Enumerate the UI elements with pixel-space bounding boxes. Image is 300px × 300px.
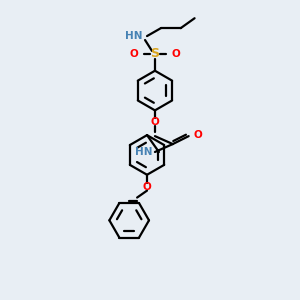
Text: HN: HN xyxy=(136,147,153,157)
Text: O: O xyxy=(130,49,139,59)
Text: O: O xyxy=(151,117,159,127)
Text: O: O xyxy=(171,49,180,59)
Text: O: O xyxy=(194,130,202,140)
Text: S: S xyxy=(151,47,160,60)
Text: O: O xyxy=(143,182,152,192)
Text: HN: HN xyxy=(124,31,142,41)
